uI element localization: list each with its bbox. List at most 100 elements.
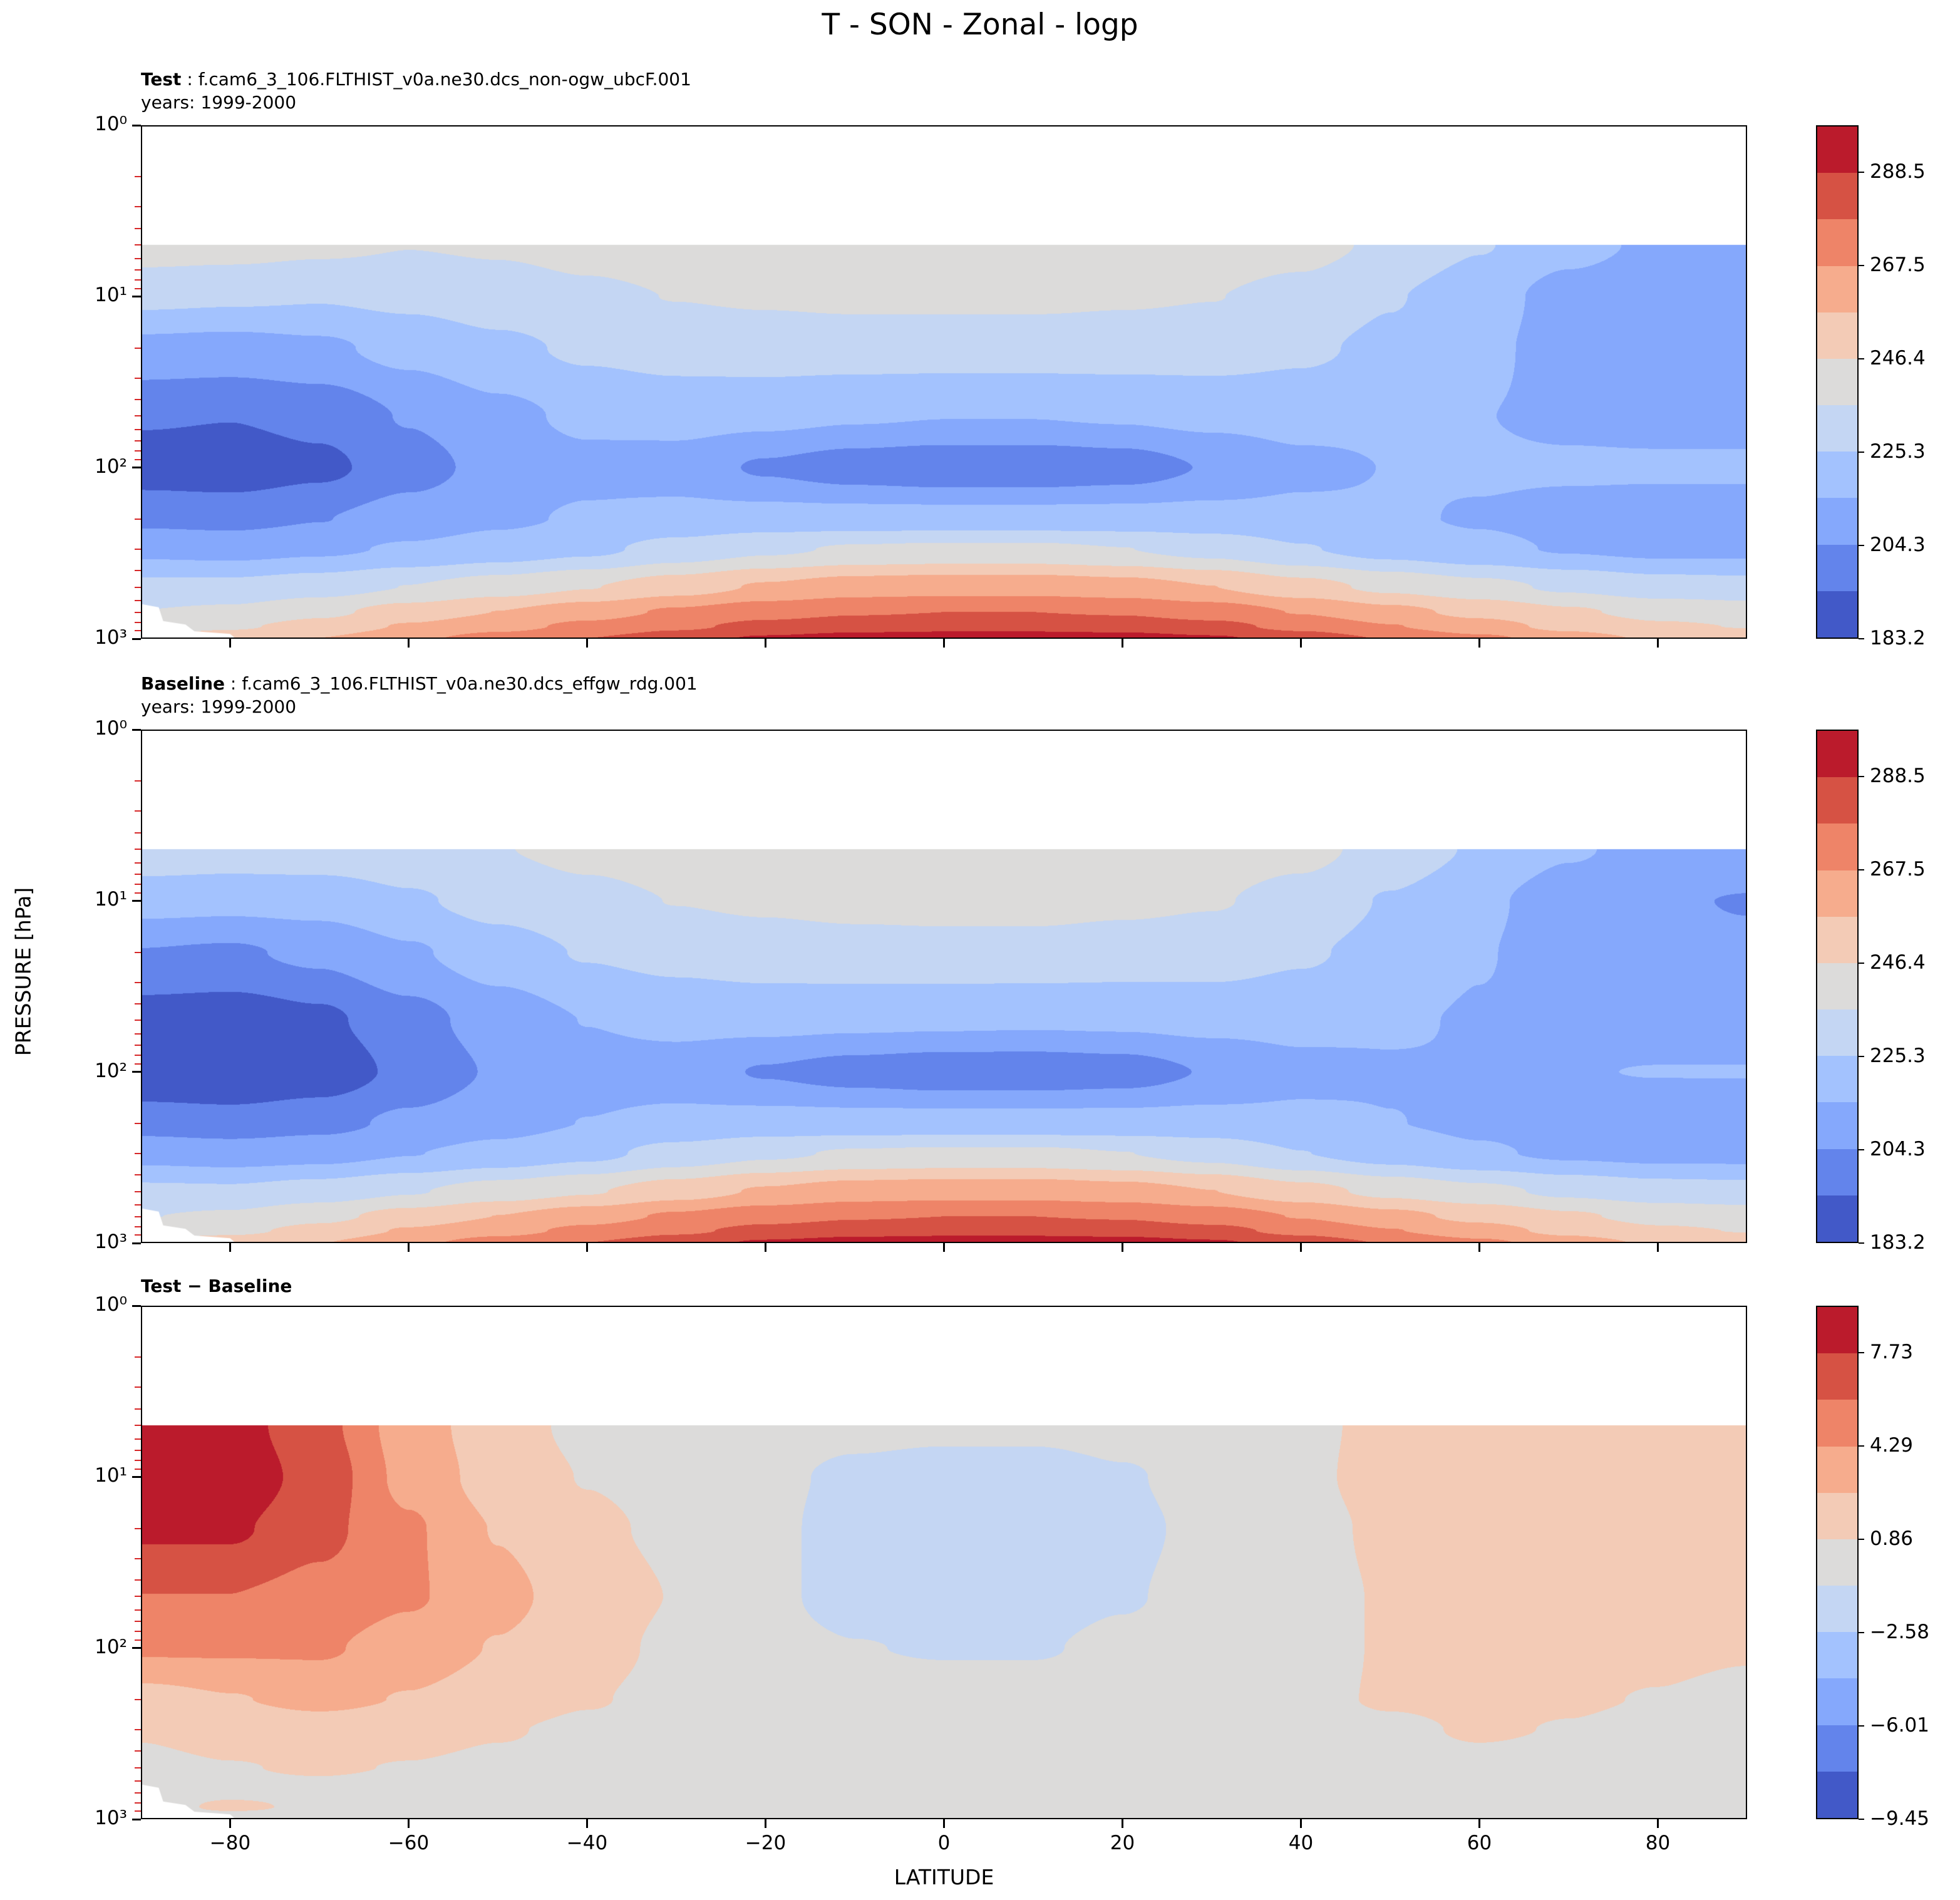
- colorbar-tick-label: 288.5: [1870, 764, 1926, 787]
- y-minor-tick: [135, 440, 141, 442]
- y-minor-tick: [135, 227, 141, 229]
- y-minor-tick: [135, 621, 141, 623]
- figure-title: T - SON - Zonal - logp: [822, 8, 1138, 42]
- y-major-tick: [132, 1475, 141, 1478]
- y-major-tick: [132, 1304, 141, 1307]
- y-tick-label: 10¹: [95, 1464, 127, 1487]
- y-minor-tick: [135, 1527, 141, 1529]
- y-minor-tick: [135, 287, 141, 289]
- y-minor-tick: [135, 630, 141, 632]
- colorbar-tick-label: 225.3: [1870, 440, 1926, 463]
- colorbar-band: [1817, 1446, 1857, 1493]
- panel-header-test-rest: : f.cam6_3_106.FLTHIST_v0a.ne30.dcs_non-…: [181, 69, 691, 90]
- colorbar-tick-label: 7.73: [1870, 1340, 1914, 1363]
- y-minor-tick: [135, 1639, 141, 1641]
- colorbar-tick: [1859, 962, 1864, 964]
- y-minor-tick: [135, 1216, 141, 1217]
- colorbar-tick: [1859, 1819, 1864, 1820]
- y-minor-tick: [135, 1425, 141, 1427]
- y-minor-tick: [135, 1631, 141, 1633]
- x-tick: [229, 1819, 231, 1828]
- y-minor-tick: [135, 1153, 141, 1155]
- colorbar-tick: [1859, 1725, 1864, 1727]
- x-tick-label: 60: [1467, 1832, 1492, 1854]
- y-major-tick: [132, 1071, 141, 1073]
- y-minor-tick: [135, 780, 141, 782]
- y-minor-tick: [135, 832, 141, 834]
- x-tick: [1478, 1243, 1480, 1252]
- y-minor-tick: [135, 951, 141, 953]
- colorbar-band: [1817, 544, 1857, 591]
- y-minor-tick: [135, 1063, 141, 1065]
- x-tick: [1300, 639, 1302, 648]
- y-minor-tick: [135, 981, 141, 983]
- baseline-contour-plot: [141, 730, 1747, 1243]
- colorbar-tick-label: 267.5: [1870, 857, 1926, 880]
- y-minor-tick: [135, 1596, 141, 1598]
- y-major-tick: [132, 1242, 141, 1244]
- y-tick-label: 10²: [95, 455, 127, 478]
- colorbar-band: [1817, 1149, 1857, 1195]
- y-major-tick: [132, 728, 141, 731]
- colorbar-tick-label: 183.2: [1870, 627, 1926, 649]
- y-minor-tick: [135, 1609, 141, 1611]
- x-tick: [1478, 1819, 1480, 1828]
- colorbar-band: [1817, 731, 1857, 778]
- x-tick: [943, 1819, 945, 1828]
- y-minor-tick: [135, 1234, 141, 1236]
- x-tick: [765, 639, 766, 648]
- y-minor-tick: [135, 429, 141, 431]
- panel-header-baseline-bold: Baseline: [141, 673, 225, 694]
- colorbar-band: [1817, 1195, 1857, 1242]
- x-tick: [1657, 1819, 1659, 1828]
- colorbar-tick: [1859, 638, 1864, 639]
- x-tick: [1657, 1243, 1659, 1252]
- diff-contour-plot: [141, 1306, 1747, 1819]
- colorbar-tick: [1859, 358, 1864, 359]
- y-minor-tick: [135, 1122, 141, 1124]
- colorbar-tick-label: 246.4: [1870, 346, 1926, 369]
- x-tick-label: 20: [1110, 1832, 1135, 1854]
- colorbar-band: [1817, 266, 1857, 312]
- y-minor-tick: [135, 1810, 141, 1812]
- y-axis-label: PRESSURE [hPa]: [11, 887, 36, 1056]
- x-tick-label: 40: [1288, 1832, 1314, 1854]
- colorbar-tick: [1859, 1631, 1864, 1633]
- colorbar-tick-label: 288.5: [1870, 160, 1926, 183]
- y-minor-tick: [135, 1045, 141, 1046]
- x-tick: [765, 1819, 766, 1828]
- colorbar-tick: [1859, 1149, 1864, 1150]
- colorbar-tick-label: 183.2: [1870, 1231, 1926, 1254]
- y-minor-tick: [135, 206, 141, 208]
- colorbar-tick: [1859, 1351, 1864, 1353]
- colorbar-tick: [1859, 264, 1864, 266]
- y-minor-tick: [135, 1449, 141, 1451]
- colorbar-band: [1817, 916, 1857, 963]
- y-minor-tick: [135, 1621, 141, 1623]
- y-minor-tick: [135, 1792, 141, 1794]
- colorbar-tick: [1859, 171, 1864, 173]
- y-minor-tick: [135, 377, 141, 379]
- y-minor-tick: [135, 549, 141, 550]
- x-tick: [229, 639, 231, 648]
- colorbar-band: [1817, 824, 1857, 870]
- panel-header-diff: Test − Baseline: [141, 1274, 292, 1298]
- x-tick: [408, 1819, 410, 1828]
- x-tick: [586, 639, 588, 648]
- y-minor-tick: [135, 1780, 141, 1782]
- y-minor-tick: [135, 1698, 141, 1700]
- colorbar-band: [1817, 1492, 1857, 1539]
- colorbar-band: [1817, 1353, 1857, 1400]
- colorbar-scale: [1816, 125, 1859, 639]
- colorbar-band: [1817, 1771, 1857, 1818]
- x-tick: [1300, 1243, 1302, 1252]
- x-axis-label: LATITUDE: [894, 1865, 994, 1889]
- x-tick: [1478, 639, 1480, 648]
- y-minor-tick: [135, 450, 141, 452]
- y-minor-tick: [135, 1003, 141, 1004]
- y-major-tick: [132, 295, 141, 297]
- x-tick-label: −20: [745, 1832, 787, 1854]
- colorbar-band: [1817, 452, 1857, 498]
- colorbar-tick-label: −2.58: [1870, 1620, 1929, 1643]
